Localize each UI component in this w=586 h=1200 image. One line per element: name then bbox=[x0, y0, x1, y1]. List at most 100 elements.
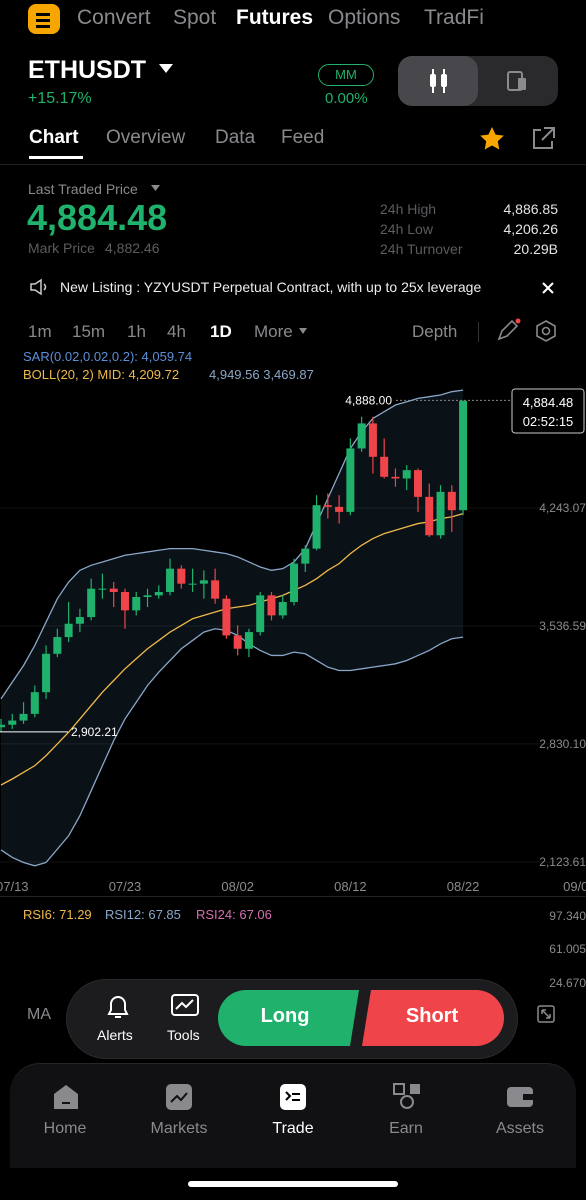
bell[interactable] bbox=[104, 993, 132, 1021]
home-indicator bbox=[188, 1181, 398, 1187]
view-toggle[interactable] bbox=[398, 56, 558, 106]
candle-body bbox=[64, 623, 73, 638]
candle-body bbox=[98, 588, 107, 590]
candle-body bbox=[222, 598, 231, 636]
mark-price: 4,882.46 bbox=[105, 240, 160, 256]
candle-body bbox=[211, 580, 220, 599]
y-tick-label: 3,536.59 bbox=[539, 619, 586, 633]
nav-item[interactable]: Assets bbox=[495, 1120, 544, 1137]
stat-value: 4,206.26 bbox=[503, 221, 559, 237]
tab[interactable]: Options bbox=[328, 6, 401, 29]
candle-body bbox=[301, 548, 310, 564]
rsi6: RSI6: 71.29 bbox=[23, 907, 92, 922]
depth[interactable]: Depth bbox=[412, 322, 458, 341]
ma[interactable]: MA bbox=[27, 1006, 51, 1023]
assets-icon[interactable] bbox=[505, 1082, 535, 1112]
long-button[interactable]: Long bbox=[260, 1005, 310, 1027]
candle-body bbox=[199, 580, 208, 584]
close[interactable] bbox=[542, 282, 554, 294]
earn-icon[interactable] bbox=[392, 1082, 422, 1112]
rsi-tick: 97.340 bbox=[549, 909, 586, 923]
candle-body bbox=[109, 588, 118, 593]
interval[interactable]: 1m bbox=[28, 322, 52, 341]
nav-item[interactable]: Trade bbox=[272, 1120, 314, 1137]
tab[interactable]: TradFi bbox=[424, 6, 484, 29]
interval[interactable]: 1D bbox=[210, 322, 232, 341]
share[interactable] bbox=[530, 126, 556, 152]
dropdown[interactable] bbox=[159, 64, 173, 74]
candle-body bbox=[42, 653, 51, 693]
rsi-tick: 24.670 bbox=[549, 976, 586, 990]
candle-body bbox=[87, 588, 96, 618]
book-icon bbox=[507, 71, 526, 91]
high-label: 4,888.00 bbox=[345, 393, 392, 407]
candle-body bbox=[323, 505, 332, 507]
logo[interactable] bbox=[28, 4, 60, 34]
interval[interactable]: 4h bbox=[167, 322, 186, 341]
markets-icon[interactable] bbox=[164, 1082, 194, 1112]
sar-label: SAR(0.02,0.02,0.2): 4,059.74 bbox=[23, 349, 193, 364]
boll-upper bbox=[0, 389, 464, 700]
sub-tab[interactable]: Chart bbox=[29, 127, 79, 148]
candle-body bbox=[413, 470, 422, 497]
candle-body bbox=[120, 592, 129, 611]
last-price: 4,884.48 bbox=[27, 197, 168, 238]
draw-tool[interactable] bbox=[496, 318, 522, 342]
caret bbox=[299, 328, 307, 334]
candle-body bbox=[53, 637, 62, 654]
caret bbox=[151, 185, 160, 191]
trade-buttons bbox=[218, 990, 504, 1046]
candle-body bbox=[290, 563, 299, 603]
stat-label: 24h Low bbox=[380, 221, 433, 237]
candle-body bbox=[436, 491, 445, 536]
tab[interactable]: Spot bbox=[173, 6, 217, 29]
candle-body bbox=[391, 476, 400, 479]
tools-icon[interactable] bbox=[170, 993, 200, 1021]
mm-badge[interactable]: MM bbox=[318, 64, 374, 86]
settings[interactable] bbox=[535, 320, 557, 342]
nav-item[interactable]: Earn bbox=[389, 1120, 423, 1137]
tab-underline bbox=[29, 156, 83, 159]
candle-body bbox=[233, 635, 242, 649]
candle-body bbox=[380, 456, 389, 477]
expand[interactable] bbox=[537, 1005, 555, 1023]
tab[interactable]: Convert bbox=[77, 6, 151, 29]
interval[interactable]: 1h bbox=[127, 322, 146, 341]
countdown: 02:52:15 bbox=[523, 414, 574, 429]
candle-body bbox=[177, 568, 186, 584]
sub-tab[interactable]: Data bbox=[215, 127, 256, 148]
candle-body bbox=[244, 632, 253, 649]
candle-body bbox=[166, 568, 175, 593]
candle-body bbox=[425, 496, 434, 536]
symbol[interactable]: ETHUSDT bbox=[28, 56, 147, 84]
tools[interactable]: Tools bbox=[167, 1027, 200, 1043]
candle-body bbox=[278, 602, 287, 616]
interval[interactable]: More bbox=[254, 322, 293, 341]
sub-tab[interactable]: Overview bbox=[106, 127, 186, 148]
separator bbox=[478, 322, 479, 342]
nav-item[interactable]: Markets bbox=[150, 1120, 208, 1137]
y-tick-label: 2,830.10 bbox=[539, 737, 586, 751]
nav-item[interactable]: Home bbox=[43, 1120, 87, 1137]
notice[interactable]: New Listing : YZYUSDT Perpetual Contract… bbox=[60, 279, 482, 295]
home-icon[interactable] bbox=[51, 1082, 81, 1112]
candle-body bbox=[75, 617, 84, 624]
y-tick-label: 4,243.07 bbox=[539, 501, 586, 515]
short-button[interactable]: Short bbox=[405, 1005, 459, 1027]
last-price-label: 4,884.48 bbox=[523, 395, 574, 410]
tab[interactable]: Futures bbox=[236, 6, 314, 29]
boll-bands: 4,949.56 3,469.87 bbox=[209, 367, 314, 382]
nav-bar bbox=[10, 1063, 576, 1168]
sub-tab[interactable]: Feed bbox=[281, 127, 325, 148]
candle-body bbox=[19, 713, 28, 721]
speaker bbox=[30, 278, 47, 296]
alerts[interactable]: Alerts bbox=[97, 1027, 133, 1043]
candle-body bbox=[357, 423, 366, 449]
interval[interactable]: 15m bbox=[72, 322, 106, 341]
star[interactable] bbox=[478, 125, 506, 153]
boll-mid bbox=[0, 512, 464, 786]
x-tick-label: 08/02 bbox=[221, 879, 254, 894]
trade-icon[interactable] bbox=[278, 1082, 308, 1112]
candle-body bbox=[459, 400, 468, 511]
candle-body bbox=[312, 505, 321, 549]
